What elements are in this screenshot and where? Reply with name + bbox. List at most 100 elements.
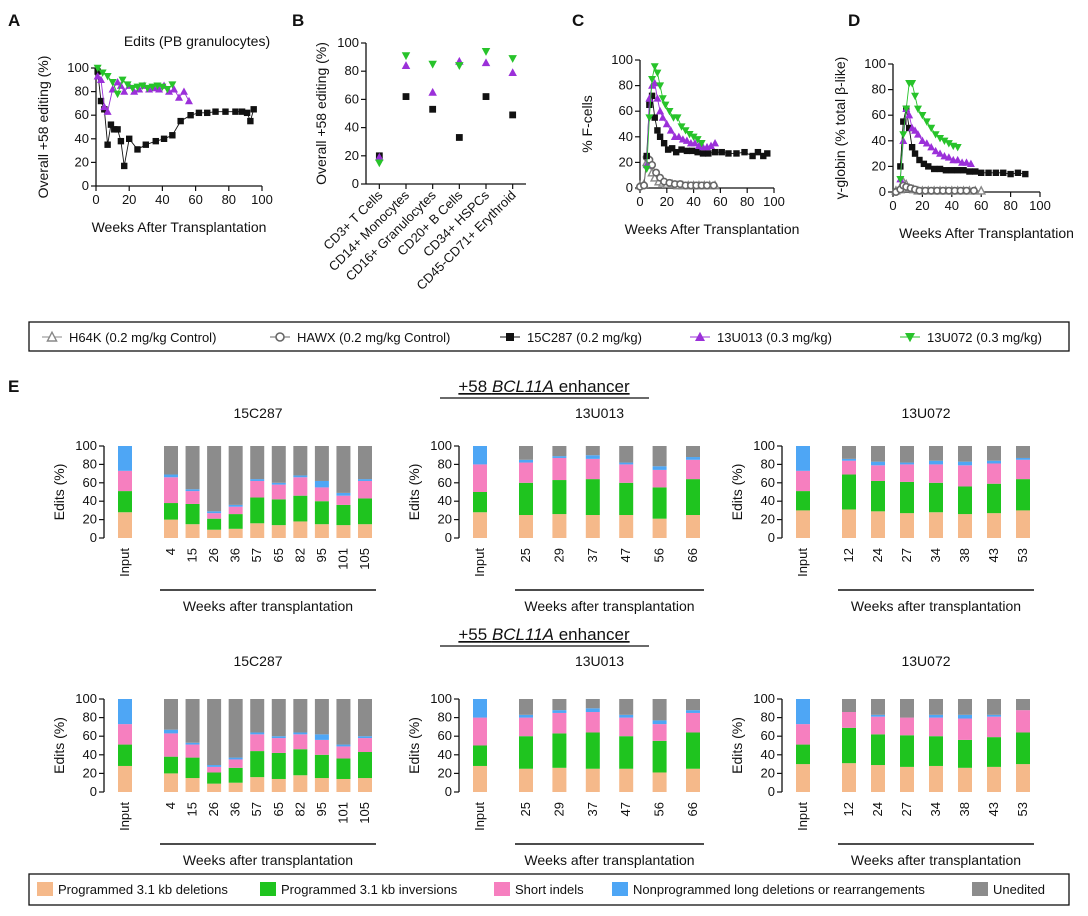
bar-segment-indels — [207, 766, 222, 773]
bar-category-label: 24 — [870, 802, 885, 816]
panel-d-point-13U072 — [902, 105, 911, 113]
bar-segment-indels — [228, 506, 243, 515]
panel-a-point-13U072 — [158, 83, 167, 92]
bar-segment-deletions — [164, 519, 178, 538]
bar-segment-nonprogrammed — [519, 459, 533, 463]
section-title-0: +58 BCL11A enhancer — [458, 377, 630, 396]
bar-panel-title: 13U072 — [901, 653, 950, 669]
bar-segment-unedited — [228, 699, 243, 758]
bar-segment-indels — [796, 470, 810, 492]
bar-panel-y-tick-label: 0 — [445, 530, 452, 545]
panel-d-x-tick-label: 60 — [974, 198, 988, 213]
bar-segment-unedited — [250, 446, 265, 480]
bar-segment-unedited — [271, 699, 286, 737]
bar-segment-unedited — [619, 446, 634, 463]
bar-segment-unedited — [293, 446, 308, 476]
section-title-pre: +58 — [458, 377, 492, 396]
bar-segment-nonprogrammed — [652, 720, 667, 725]
bar-segment-inversions — [552, 733, 567, 768]
bar-segment-inversions — [164, 503, 178, 520]
bar-segment-inversions — [686, 732, 700, 769]
panel-b-y-tick-label: 0 — [352, 176, 359, 191]
bar-panel-y-tick-label: 0 — [445, 784, 452, 799]
bar-segment-indels — [473, 464, 487, 492]
bar-segment-deletions — [900, 766, 914, 792]
bar-panel-y-tick-label: 20 — [761, 512, 775, 527]
panel-label-b: B — [292, 11, 304, 30]
bar-category-label: 105 — [357, 802, 372, 824]
bar-segment-unedited — [585, 446, 600, 456]
bar-segment-inversions — [250, 497, 265, 524]
panel-c-point-15C287 — [754, 148, 762, 156]
bar-segment-deletions — [796, 764, 810, 792]
bar-panel-title: 13U072 — [901, 405, 950, 421]
panel-d-point-15C287 — [954, 167, 961, 174]
panel-c-point-13U072 — [689, 133, 698, 141]
bar-category-label: 27 — [899, 802, 914, 816]
panel-c-point-15C287 — [725, 150, 732, 157]
bar-panel-x-axis-label: Weeks after transplantation — [183, 852, 353, 868]
panel-a-point-15C287 — [134, 146, 141, 153]
panel-c-point-13U013 — [711, 139, 720, 147]
panel-c-point-13U072 — [648, 76, 657, 84]
panel-c-point-15C287 — [764, 150, 771, 157]
section-title-1: +55 BCL11A enhancer — [458, 625, 630, 644]
bar-category-label: 95 — [314, 802, 329, 816]
bar-segment-indels — [958, 465, 972, 487]
bar-segment-inversions — [473, 745, 487, 766]
panel-c-point-13U072 — [681, 127, 690, 135]
panel-c-x-tick-label: 80 — [740, 194, 754, 209]
bar-segment-deletions — [336, 525, 351, 538]
bar-segment-deletions — [207, 529, 222, 538]
series-legend: H64K (0.2 mg/kg Control) HAWX (0.2 mg/kg … — [28, 321, 1070, 352]
panel-a-point-13U072 — [113, 90, 122, 99]
bar-segment-deletions — [958, 767, 972, 792]
legend-marker-13U072 — [905, 333, 915, 343]
bar-category-label: 15 — [185, 548, 200, 562]
bar-segment-unedited — [652, 446, 667, 467]
bar-category-label: 27 — [899, 548, 914, 562]
bar-category-label: 56 — [652, 548, 667, 562]
bar-panel-y-tick-label: 60 — [83, 728, 97, 743]
panel-a-y-tick-label: 0 — [82, 178, 89, 193]
bar-segment-unedited — [293, 699, 308, 733]
panel-c-point-13U072 — [650, 63, 659, 71]
bar-segment-nonprogrammed — [185, 742, 200, 745]
legend-label-HAWX: HAWX (0.2 mg/kg Control) — [297, 330, 450, 345]
bar-panel-y-tick-label: 60 — [438, 728, 452, 743]
panel-a-point-15C287 — [247, 117, 254, 125]
panel-b-point-13U072 — [375, 159, 384, 168]
panel-label-a: A — [8, 11, 20, 30]
bar-legend-frame — [28, 873, 1070, 906]
panel-b-y-tick-label: 20 — [345, 148, 359, 163]
bar-segment-nonprogrammed — [686, 710, 700, 713]
bar-segment-unedited — [314, 446, 329, 481]
bar-segment-indels — [336, 746, 351, 759]
bar-segment-indels — [228, 759, 243, 768]
panel-d-point-15C287 — [942, 167, 950, 174]
panel-d-point-13U013 — [922, 139, 931, 147]
panel-d-point-13U072 — [896, 176, 905, 184]
panel-d-point-15C287 — [960, 167, 967, 174]
bar-segment-unedited — [871, 699, 885, 715]
panel-c-point-HAWX — [702, 181, 711, 190]
panel-c-point-13U013 — [662, 119, 671, 128]
panel-a-point-13U013 — [179, 87, 188, 95]
bar-panel-y-tick-label: 0 — [768, 784, 775, 799]
bar-segment-inversions — [929, 736, 943, 766]
bar-segment-inversions — [987, 737, 1001, 767]
panel-d-point-13U013 — [918, 136, 927, 144]
bar-segment-inversions — [185, 503, 200, 525]
bar-category-label: 101 — [335, 548, 350, 570]
panel-d-y-tick-label: 40 — [872, 133, 886, 148]
bar-segment-inversions — [185, 757, 200, 779]
bar-segment-nonprogrammed — [619, 462, 634, 465]
panel-b-y-tick-label: 100 — [337, 35, 359, 50]
panel-d-x-axis-label: Weeks After Transplantation — [899, 225, 1074, 241]
bar-segment-indels — [314, 487, 329, 502]
bar-segment-indels — [271, 738, 286, 753]
panel-a-point-13U013 — [135, 85, 144, 93]
panel-b-y-axis-label: Overall +58 editing (%) — [313, 42, 329, 185]
bar-panel-y-tick-label: 20 — [83, 512, 97, 527]
bar-legend-swatch-nonprogrammed — [612, 882, 628, 896]
